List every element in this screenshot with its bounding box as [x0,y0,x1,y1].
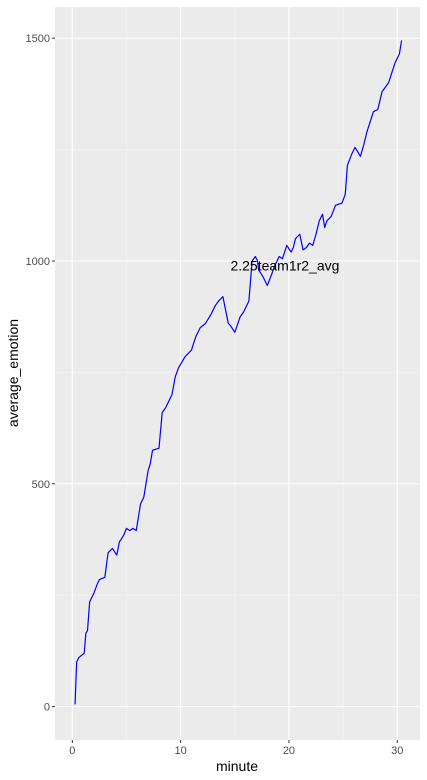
x-axis-title: minute [216,758,258,774]
minor-gridlines [55,7,420,740]
y-tick-label: 0 [44,702,50,714]
x-tick-label: 30 [391,745,403,757]
y-tick-label: 1000 [26,256,50,268]
panel-background [55,7,420,740]
annotation-layer: 2.25team1r2_avg [230,257,339,273]
y-axis: 0 500 1000 1500 [26,33,55,714]
major-gridlines [55,7,420,740]
series-layer [74,40,403,705]
x-tick-label: 0 [69,745,75,757]
y-axis-title: average_emotion [5,319,21,427]
y-tick-label: 500 [32,479,50,491]
chart-annotation: 2.25team1r2_avg [230,257,339,273]
y-tick-label: 1500 [26,33,50,45]
x-axis: 0 10 20 30 [69,740,403,757]
x-tick-label: 10 [175,745,187,757]
x-tick-label: 20 [283,745,295,757]
series-line [74,40,403,705]
